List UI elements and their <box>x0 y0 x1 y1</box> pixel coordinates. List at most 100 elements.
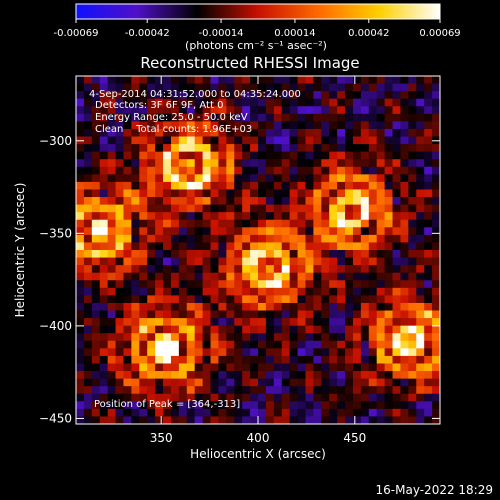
heatmap-cell <box>76 91 85 100</box>
heatmap-cell <box>250 181 259 190</box>
heatmap-cell <box>76 371 85 380</box>
heatmap-cell <box>250 325 259 334</box>
heatmap-cell <box>424 189 433 198</box>
heatmap-cell <box>226 393 235 402</box>
heatmap-cell <box>313 174 322 183</box>
heatmap-cell <box>281 83 291 92</box>
heatmap-cell <box>305 257 314 266</box>
heatmap-cell <box>281 234 291 243</box>
heatmap-cell <box>226 371 235 380</box>
heatmap-cell <box>345 234 354 243</box>
heatmap-cell <box>202 363 211 372</box>
heatmap-cell <box>265 174 275 183</box>
heatmap-cell <box>360 257 370 266</box>
heatmap-cell <box>99 333 109 342</box>
heatmap-cell <box>400 106 409 115</box>
heatmap-cell <box>226 348 235 357</box>
heatmap-cell <box>115 386 124 395</box>
heatmap-cell <box>376 265 386 274</box>
heatmap-cell <box>289 189 298 198</box>
heatmap-cell <box>424 181 433 190</box>
heatmap-cell <box>210 159 219 168</box>
heatmap-cell <box>178 348 188 357</box>
heatmap-cell <box>329 128 338 137</box>
heatmap-cell <box>424 91 433 100</box>
heatmap-cell <box>281 386 291 395</box>
heatmap-cell <box>178 401 188 410</box>
heatmap-cell <box>297 204 306 213</box>
heatmap-cell <box>91 166 101 175</box>
heatmap-cell <box>210 181 219 190</box>
heatmap-cell <box>289 197 298 206</box>
heatmap-cell <box>305 98 314 107</box>
heatmap-cell <box>305 287 314 296</box>
heatmap-cell <box>352 333 362 342</box>
heatmap-cell <box>107 310 116 319</box>
heatmap-cell <box>392 181 401 190</box>
heatmap-cell <box>202 310 211 319</box>
heatmap-cell <box>432 401 441 410</box>
heatmap-cell <box>115 265 124 274</box>
heatmap-cell <box>408 212 417 221</box>
heatmap-cell <box>273 272 283 281</box>
heatmap-cell <box>155 181 164 190</box>
heatmap-cell <box>186 174 196 183</box>
heatmap-cell <box>337 348 346 357</box>
heatmap-cell <box>281 355 291 364</box>
heatmap-cell <box>273 318 283 327</box>
heatmap-cell <box>345 144 354 153</box>
heatmap-cell <box>202 197 211 206</box>
heatmap-cell <box>273 348 283 357</box>
heatmap-cell <box>107 348 116 357</box>
heatmap-cell <box>297 355 306 364</box>
heatmap-cell <box>345 91 354 100</box>
heatmap-cell <box>273 98 283 107</box>
heatmap-cell <box>305 128 314 137</box>
heatmap-cell <box>210 371 219 380</box>
heatmap-cell <box>202 318 211 327</box>
heatmap-cell <box>305 227 314 236</box>
heatmap-cell <box>170 295 180 304</box>
heatmap-cell <box>107 121 116 130</box>
heatmap-cell <box>83 98 93 107</box>
heatmap-cell <box>210 136 219 145</box>
heatmap-cell <box>384 363 393 372</box>
heatmap-cell <box>83 416 93 425</box>
heatmap-cell <box>376 98 386 107</box>
heatmap-cell <box>360 106 370 115</box>
heatmap-cell <box>313 159 322 168</box>
heatmap-cell <box>210 128 219 137</box>
heatmap-cell <box>305 401 314 410</box>
heatmap-cell <box>360 242 370 251</box>
heatmap-cell <box>289 227 298 236</box>
heatmap-cell <box>321 348 330 357</box>
heatmap-cell <box>218 310 227 319</box>
heatmap-cell <box>178 371 188 380</box>
heatmap-cell <box>210 408 219 417</box>
heatmap-cell <box>376 371 386 380</box>
heatmap-cell <box>131 401 140 410</box>
heatmap-cell <box>400 121 409 130</box>
heatmap-cell <box>218 393 227 402</box>
heatmap-cell <box>400 151 409 160</box>
heatmap-cell <box>289 181 298 190</box>
heatmap-cell <box>305 76 314 84</box>
heatmap-cell <box>321 204 330 213</box>
heatmap-cell <box>289 76 298 84</box>
heatmap-cell <box>337 174 346 183</box>
heatmap-cell <box>131 257 140 266</box>
heatmap-cell <box>432 113 441 122</box>
heatmap-cell <box>432 234 441 243</box>
heatmap-cell <box>313 318 322 327</box>
heatmap-cell <box>170 76 180 84</box>
heatmap-cell <box>234 318 243 327</box>
heatmap-cell <box>123 363 132 372</box>
heatmap-cell <box>170 204 180 213</box>
heatmap-cell <box>163 91 172 100</box>
heatmap-cell <box>194 174 204 183</box>
heatmap-cell <box>178 227 188 236</box>
heatmap-cell <box>218 242 227 251</box>
heatmap-cell <box>424 212 433 221</box>
heatmap-cell <box>329 265 338 274</box>
heatmap-cell <box>147 204 156 213</box>
